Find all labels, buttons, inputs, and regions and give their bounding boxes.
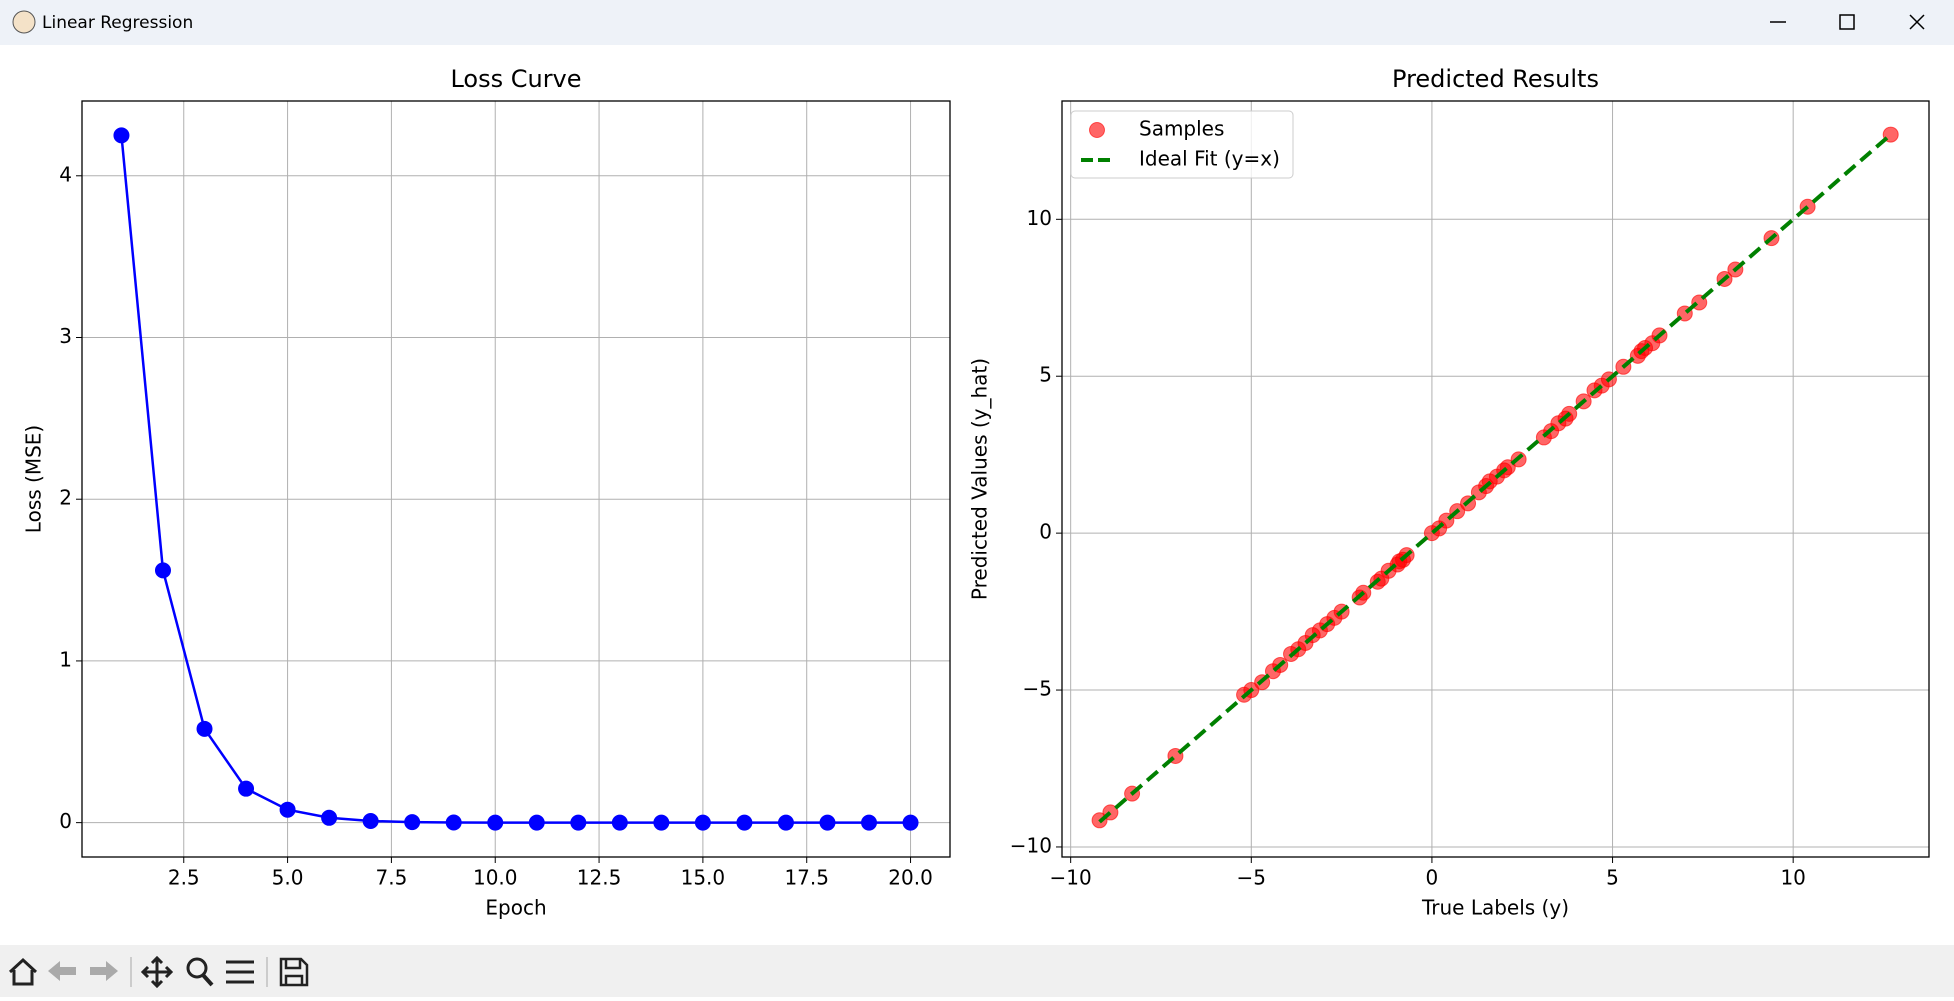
axes-frame: [1061, 100, 1930, 858]
y-tick-label: 10: [1027, 206, 1052, 230]
data-point: [362, 813, 379, 830]
zoom-handle: [201, 973, 214, 987]
zoom-button[interactable]: [186, 957, 208, 979]
x-tick-label: 5: [1606, 866, 1619, 890]
data-point: [777, 814, 794, 831]
data-point: [528, 814, 545, 831]
y-tick-label: 4: [59, 162, 72, 186]
data-point: [321, 809, 338, 826]
y-tick-label: 5: [1039, 363, 1052, 387]
data-point: [113, 127, 130, 144]
y-tick-label: −5: [1023, 677, 1052, 701]
y-axis-label: Loss (MSE): [22, 425, 46, 533]
x-tick-label: 7.5: [376, 866, 408, 890]
maximize-button[interactable]: [1839, 14, 1855, 30]
y-tick-label: 1: [59, 647, 72, 671]
data-point: [694, 814, 711, 831]
data-point: [570, 814, 587, 831]
data-point: [196, 720, 213, 737]
x-axis-label: Epoch: [485, 896, 546, 920]
forward-button[interactable]: [90, 961, 118, 981]
x-tick-label: 5.0: [272, 866, 304, 890]
x-tick-label: −10: [1050, 866, 1092, 890]
data-point: [736, 814, 753, 831]
y-axis-label: Predicted Values (y_hat): [968, 358, 992, 600]
data-point: [238, 780, 255, 797]
y-tick-label: −10: [1010, 833, 1052, 857]
data-line: [120, 135, 911, 824]
data-point: [611, 814, 628, 831]
plot-area: [113, 127, 919, 831]
y-tick-label: 0: [59, 809, 72, 833]
save-button[interactable]: [279, 957, 309, 987]
chart-title: Loss Curve: [450, 65, 581, 93]
title-bar: [0, 0, 1954, 45]
x-tick-label: 17.5: [784, 866, 829, 890]
data-point: [404, 814, 421, 831]
x-tick-label: 12.5: [577, 866, 622, 890]
configure-button[interactable]: [226, 960, 254, 984]
legend-label: Ideal Fit (y=x): [1139, 147, 1280, 171]
window-title: Linear Regression: [42, 13, 193, 33]
data-line: [1098, 133, 1893, 824]
home-button[interactable]: [8, 957, 38, 986]
data-point: [902, 814, 919, 831]
y-tick-label: 3: [59, 324, 72, 348]
data-point: [154, 562, 171, 579]
y-tick-label: 2: [59, 486, 72, 510]
data-point: [819, 814, 836, 831]
legend-label: Samples: [1139, 117, 1224, 141]
data-point: [279, 801, 296, 818]
app-icon: [12, 10, 36, 34]
pan-button[interactable]: [140, 955, 174, 989]
back-button[interactable]: [48, 961, 76, 981]
data-point: [861, 814, 878, 831]
x-tick-label: 2.5: [168, 866, 200, 890]
x-axis-label: True Labels (y): [1421, 896, 1569, 920]
legend: [1070, 110, 1294, 179]
x-tick-label: 10: [1780, 866, 1805, 890]
legend-swatch: [1089, 122, 1105, 138]
x-tick-label: 10.0: [473, 866, 518, 890]
axes-frame: [81, 100, 951, 858]
data-point: [487, 814, 504, 831]
x-tick-label: 0: [1426, 866, 1439, 890]
toolbar: [0, 945, 1954, 997]
plot-area: [1091, 126, 1899, 829]
data-point: [653, 814, 670, 831]
chart-title: Predicted Results: [1392, 65, 1599, 93]
x-tick-label: 20.0: [888, 866, 933, 890]
x-tick-label: 15.0: [681, 866, 726, 890]
data-point: [445, 814, 462, 831]
y-tick-label: 0: [1039, 520, 1052, 544]
x-tick-label: −5: [1237, 866, 1266, 890]
close-button[interactable]: [1909, 14, 1925, 30]
